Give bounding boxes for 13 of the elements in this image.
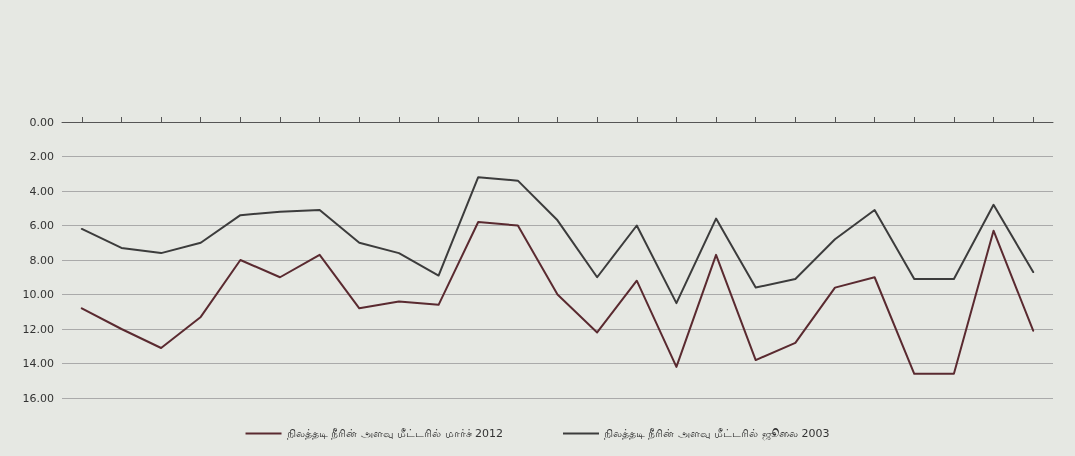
line-series [80,221,1035,375]
y-tick-label: 4.00 [29,184,54,198]
y-tick-label: 16.00 [22,391,54,405]
line-series [80,176,1035,305]
y-tick-label: 8.00 [29,253,54,267]
y-tick-label: 12.00 [22,322,54,336]
y-tick-label: 6.00 [29,219,54,232]
y-tick-label: 2.00 [29,150,54,163]
y-tick-label: 14.00 [22,357,54,370]
y-tick-label: 10.00 [22,288,54,301]
y-tick-label: 0.00 [29,115,54,129]
legend-label: நிலத்தடி நீரின் அளவு மீட்டரில் மார்ச் 2012 [286,427,504,440]
legend-label: நிலத்தடி நீரின் அளவு மீட்டரில் ஜூலை 2003 [604,427,830,441]
